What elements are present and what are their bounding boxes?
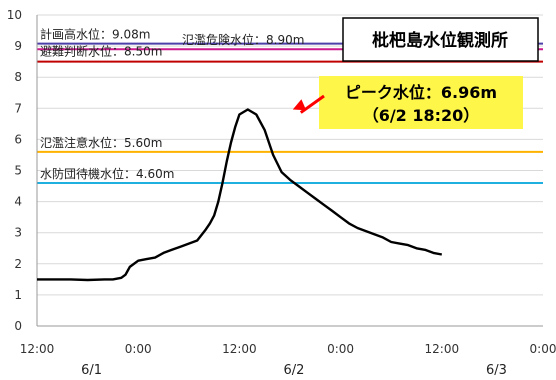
peak-annotation-line2: （6/2 18:20）	[363, 106, 480, 125]
peak-annotation-line1: ピーク水位：6.96m	[345, 83, 497, 102]
date-label: 6/3	[486, 363, 507, 378]
date-labels: 6/1 6/2 6/3	[81, 363, 507, 378]
y-tick-label: 9	[14, 39, 22, 53]
x-tick-labels: 12:00 0:00 12:00 0:00 12:00 0:00	[20, 342, 556, 356]
station-title: 枇杷島水位観測所	[372, 30, 508, 51]
x-tick-label: 0:00	[125, 342, 152, 356]
reference-label: 氾濫危険水位：8.90m	[182, 32, 304, 47]
y-tick-label: 6	[14, 132, 22, 146]
y-tick-label: 7	[14, 101, 22, 115]
y-tick-labels: 0 1 2 3 4 5 6 7 8 9 10	[7, 8, 22, 333]
reference-label: 氾濫注意水位：5.60m	[40, 135, 162, 150]
grid-lines	[37, 14, 543, 296]
x-tick-label: 0:00	[327, 342, 354, 356]
x-tick-label: 12:00	[425, 342, 460, 356]
peak-annotation-box	[319, 76, 523, 129]
date-label: 6/2	[284, 363, 305, 378]
reference-labels: 計画高水位：9.08m 氾濫危険水位：8.90m 避難判断水位：8.50m 氾濫注意水…	[40, 27, 304, 181]
station-title-box	[342, 17, 539, 62]
y-tick-label: 4	[14, 195, 22, 209]
reference-label: 水防団待機水位：4.60m	[40, 166, 174, 181]
y-tick-label: 10	[7, 8, 22, 22]
peak-arrow-head	[292, 99, 307, 111]
x-tick-label: 12:00	[20, 342, 55, 356]
axes	[36, 15, 543, 327]
y-tick-label: 2	[14, 257, 22, 271]
water-level-line	[37, 108, 443, 282]
x-tick-label: 0:00	[530, 342, 556, 356]
x-tick-label: 12:00	[222, 342, 257, 356]
y-tick-label: 8	[14, 70, 22, 84]
y-tick-label: 3	[14, 226, 22, 240]
date-label: 6/1	[81, 363, 102, 378]
y-tick-label: 1	[14, 288, 22, 302]
y-tick-label: 0	[14, 319, 22, 333]
peak-arrow	[292, 94, 325, 114]
y-tick-label: 5	[14, 164, 22, 178]
reference-label: 避難判断水位：8.50m	[40, 44, 162, 59]
reference-label: 計画高水位：9.08m	[40, 27, 150, 42]
series-group	[37, 108, 443, 282]
